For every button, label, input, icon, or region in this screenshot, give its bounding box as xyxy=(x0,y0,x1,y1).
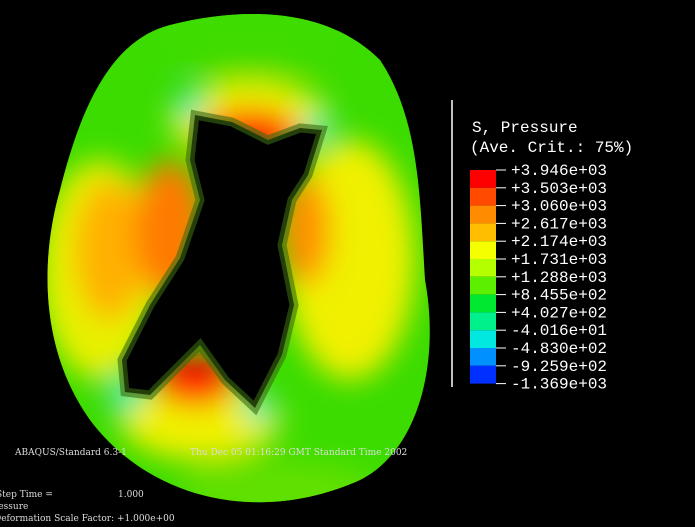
legend-label: +3.946e+03 xyxy=(511,162,607,180)
legend-label: +1.731e+03 xyxy=(511,251,607,269)
legend-label: -9.259e+02 xyxy=(511,358,607,376)
legend-swatch xyxy=(470,206,496,224)
legend-swatch xyxy=(470,348,496,366)
legend-label: +4.027e+02 xyxy=(511,304,607,322)
legend-label: -1.369e+03 xyxy=(511,376,607,394)
page: S, Pressure (Ave. Crit.: 75%) +3.946e+03… xyxy=(0,0,695,527)
legend-label: -4.016e+01 xyxy=(511,322,607,340)
primary-variable: Pressure xyxy=(0,502,28,512)
legend-swatch xyxy=(470,295,496,313)
legend: +3.946e+03+3.503e+03+3.060e+03+2.617e+03… xyxy=(470,162,607,394)
legend-title: S, Pressure xyxy=(472,119,578,137)
step-time-value: 1.000 xyxy=(118,490,144,500)
legend-swatch xyxy=(470,241,496,259)
legend-swatch xyxy=(470,223,496,241)
deformation: Deformation Scale Factor: +1.000e+00 xyxy=(0,514,175,524)
timestamp: Thu Dec 05 01:16:29 GMT Standard Time 20… xyxy=(190,448,407,458)
legend-swatch xyxy=(470,330,496,348)
legend-swatch xyxy=(470,312,496,330)
model xyxy=(40,5,430,520)
legend-swatch xyxy=(470,259,496,277)
legend-label: +2.174e+03 xyxy=(511,233,607,251)
legend-label: -4.830e+02 xyxy=(511,340,607,358)
legend-label: +3.503e+03 xyxy=(511,180,607,198)
product: ABAQUS/Standard 6.3-1 xyxy=(14,448,127,458)
legend-swatch xyxy=(470,170,496,188)
legend-swatch xyxy=(470,188,496,206)
legend-label: +1.288e+03 xyxy=(511,269,607,287)
legend-label: +2.617e+03 xyxy=(511,215,607,233)
step-time-label: Step Time = xyxy=(0,490,53,500)
legend-swatch xyxy=(470,366,496,384)
legend-label: +3.060e+03 xyxy=(511,198,607,216)
viewport: S, Pressure (Ave. Crit.: 75%) +3.946e+03… xyxy=(0,0,695,527)
legend-label: +8.455e+02 xyxy=(511,287,607,305)
legend-subtitle: (Ave. Crit.: 75%) xyxy=(470,139,633,157)
legend-swatch xyxy=(470,277,496,295)
